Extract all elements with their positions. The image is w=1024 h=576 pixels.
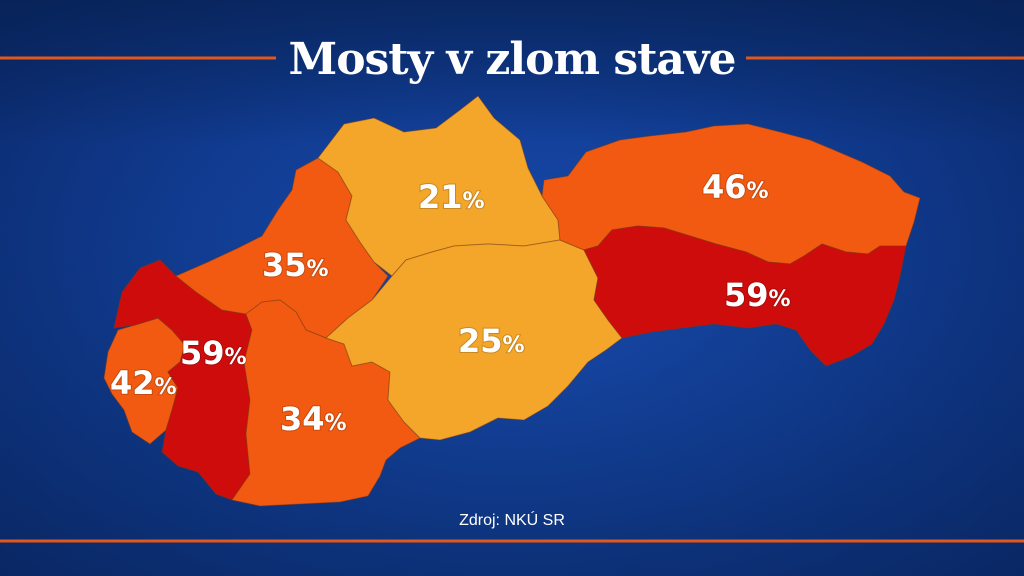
label-trnava: 59%: [180, 334, 247, 372]
region-labels: 42% 59% 35% 34% 21% 25% 46% 59%: [109, 167, 792, 439]
region-bystrica: [325, 239, 623, 441]
label-zilina: 21%: [418, 178, 485, 216]
region-kosice: [583, 225, 907, 367]
label-presov: 46%: [702, 168, 769, 206]
label-nitra: 34%: [280, 400, 347, 438]
label-kosice: 59%: [724, 276, 791, 314]
label-bystrica: 25%: [458, 322, 525, 360]
source-note: Zdroj: NKÚ SR: [459, 512, 565, 529]
label-trencin: 35%: [262, 246, 329, 284]
map-title: Mosty v zlom stave: [0, 30, 1024, 90]
label-bratislava: 42%: [110, 364, 177, 402]
region-nitra: [231, 299, 421, 507]
map-title-text: Mosty v zlom stave: [288, 34, 736, 85]
